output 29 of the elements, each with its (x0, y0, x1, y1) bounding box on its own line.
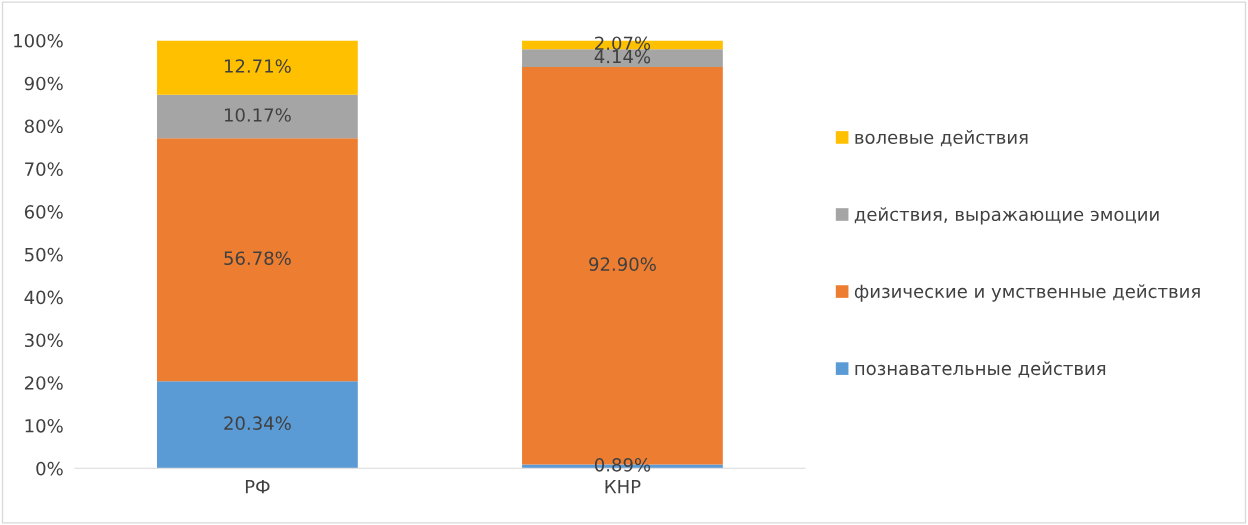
y-tick-label: 70% (25, 162, 63, 176)
data-label: 10.17% (224, 108, 291, 122)
bar (157, 381, 358, 469)
y-tick-label: 60% (24, 205, 63, 219)
bar (522, 49, 723, 67)
y-tick-label: 80% (24, 119, 63, 134)
bar (157, 94, 358, 139)
bar (157, 138, 358, 382)
bar (157, 40, 358, 95)
y-tick-label: 40% (24, 290, 63, 305)
data-label: 56.78% (224, 251, 291, 266)
data-label: 92.90% (589, 257, 656, 271)
legend-label: волевые действия (855, 130, 1028, 147)
y-tick-label: 30% (25, 333, 63, 348)
y-tick-label: 50% (25, 247, 63, 262)
y-tick-label: 90% (24, 76, 63, 91)
data-label: 0.89% (594, 457, 651, 472)
legend-label: действия, выражающие эмоции (854, 207, 1159, 225)
y-tick-label: 0% (36, 461, 63, 476)
y-tick-label: 20% (24, 376, 63, 390)
data-label: 4.14% (594, 49, 651, 64)
y-tick-label: 100% (14, 33, 63, 48)
data-label: 12.71% (224, 59, 291, 73)
x-tick-label: КНР (605, 479, 641, 494)
legend-label: познавательные действия (855, 361, 1106, 378)
x-tick-label: РФ (245, 479, 270, 494)
y-tick-label: 10% (25, 418, 63, 433)
data-label: 20.34% (224, 416, 291, 431)
legend-label: физические и умственные действия (854, 284, 1200, 302)
